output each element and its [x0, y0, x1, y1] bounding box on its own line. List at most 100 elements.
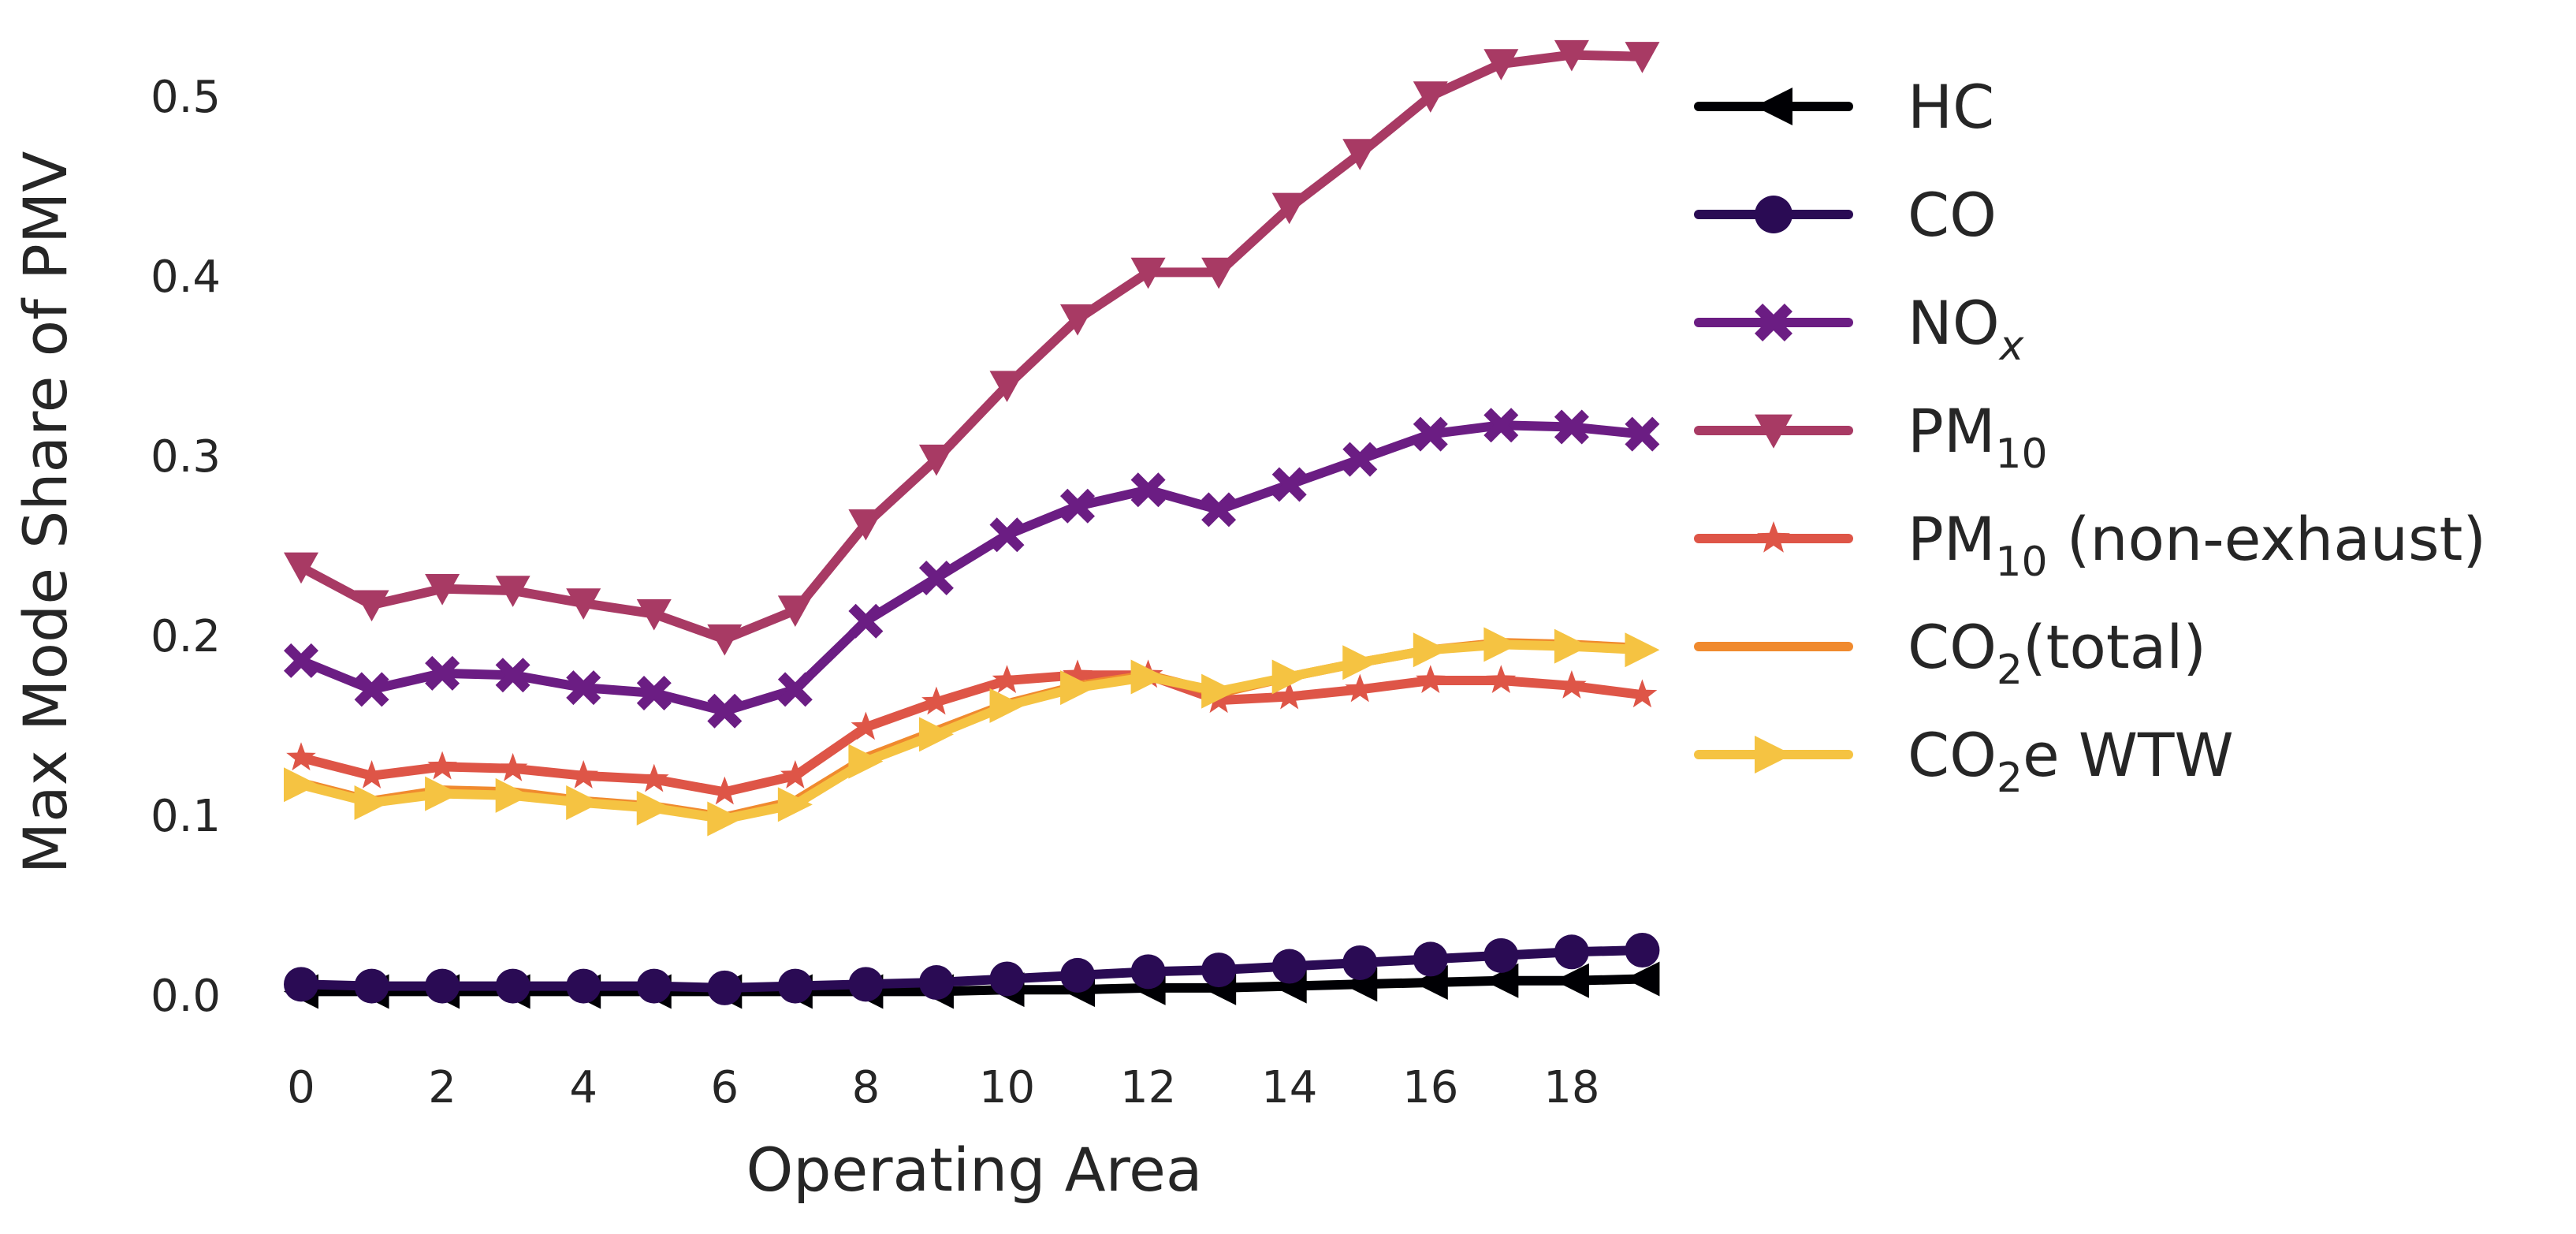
data-point [284, 767, 318, 803]
data-point [1483, 938, 1519, 973]
data-point [1627, 679, 1658, 708]
y-tick-label: 0.0 [151, 971, 221, 1022]
x-tick-label: 6 [710, 1062, 739, 1113]
data-point [495, 968, 530, 1004]
legend-label: CO2e WTW [1908, 720, 2234, 802]
data-point [636, 968, 672, 1004]
data-point [1557, 670, 1587, 699]
data-point [707, 801, 743, 837]
legend-item: CO [1694, 180, 1997, 250]
data-point [918, 444, 954, 476]
legend-marker [1755, 736, 1792, 774]
data-point [989, 961, 1025, 997]
data-point [989, 371, 1025, 402]
x-tick-label: 4 [569, 1062, 597, 1113]
legend-label: CO2(total) [1908, 612, 2206, 694]
x-tick-label: 10 [979, 1062, 1035, 1113]
data-point [1483, 627, 1519, 662]
data-point [777, 787, 813, 822]
series-co2e-wtw [284, 627, 1660, 837]
data-point [636, 676, 672, 710]
data-point [989, 517, 1025, 553]
data-point [707, 693, 743, 729]
data-point [1274, 680, 1305, 710]
data-point [356, 760, 387, 788]
data-point [1554, 963, 1589, 998]
data-point [709, 776, 740, 805]
data-point [918, 561, 954, 595]
data-point [1483, 963, 1519, 998]
data-point [1342, 645, 1378, 680]
x-axis-label: Operating Area [746, 1135, 1202, 1205]
y-tick-label: 0.2 [151, 611, 221, 662]
data-point [354, 968, 389, 1004]
legend-item: CO2e WTW [1694, 720, 2234, 802]
data-point [1416, 665, 1446, 693]
data-point [707, 624, 743, 656]
data-point [777, 595, 813, 627]
data-point [354, 785, 389, 821]
legend: HC CO NOx PM10 PM10 (non-exhaust) CO2(total) C… [1694, 72, 2486, 802]
y-tick-label: 0.3 [151, 431, 221, 483]
y-tick-label: 0.4 [151, 252, 221, 303]
data-point [1060, 304, 1096, 336]
data-point [1201, 257, 1237, 289]
data-point [497, 752, 528, 781]
series-co [284, 933, 1660, 1005]
data-point [848, 967, 884, 1002]
data-point [1201, 492, 1237, 528]
data-point [1413, 416, 1448, 452]
data-point [848, 603, 884, 639]
data-point [1342, 139, 1378, 170]
x-tick-label: 0 [287, 1062, 315, 1113]
data-point [1413, 941, 1448, 977]
data-point [1130, 659, 1166, 695]
data-point [286, 742, 316, 771]
data-point [566, 785, 601, 821]
legend-label: NOx [1908, 288, 2025, 370]
y-axis-label: Max Mode Share of PMV [10, 151, 80, 874]
data-point [495, 658, 530, 693]
data-point [1625, 961, 1660, 997]
legend-marker [1755, 88, 1792, 125]
legend-label: CO [1908, 180, 1997, 250]
data-point [1130, 472, 1166, 508]
data-point [1271, 192, 1307, 225]
data-point [1342, 945, 1378, 980]
series-line [296, 670, 1647, 797]
plot-area [284, 39, 1660, 1009]
legend-marker [1757, 521, 1790, 553]
data-point [566, 588, 601, 620]
data-point [1554, 409, 1589, 445]
data-point [1483, 49, 1519, 80]
data-point [638, 763, 669, 792]
x-tick-label: 12 [1120, 1062, 1176, 1113]
legend-label: PM10 (non-exhaust) [1908, 504, 2486, 586]
data-point [566, 968, 601, 1004]
data-point [989, 688, 1025, 723]
data-point [1060, 957, 1096, 993]
x-tick-label: 16 [1402, 1062, 1458, 1113]
x-tick-label: 2 [428, 1062, 456, 1113]
data-point [1625, 933, 1660, 967]
data-point [848, 509, 884, 541]
data-point [284, 643, 318, 678]
data-point [777, 672, 813, 707]
data-point [1201, 953, 1237, 988]
data-point [1554, 39, 1589, 72]
data-point [918, 717, 954, 752]
data-point [1625, 632, 1660, 668]
data-point [1486, 665, 1517, 693]
data-point [495, 777, 530, 813]
data-point [1060, 488, 1095, 524]
legend-marker [1755, 304, 1792, 341]
data-point [921, 686, 951, 715]
data-point [1130, 257, 1166, 289]
data-point [1625, 42, 1660, 73]
x-axis-ticks: 0 2 4 6 8 10 12 14 16 18 [287, 1062, 1599, 1113]
x-tick-label: 18 [1543, 1062, 1599, 1113]
data-point [284, 552, 318, 584]
series-line [296, 420, 1647, 716]
data-point [636, 598, 672, 631]
